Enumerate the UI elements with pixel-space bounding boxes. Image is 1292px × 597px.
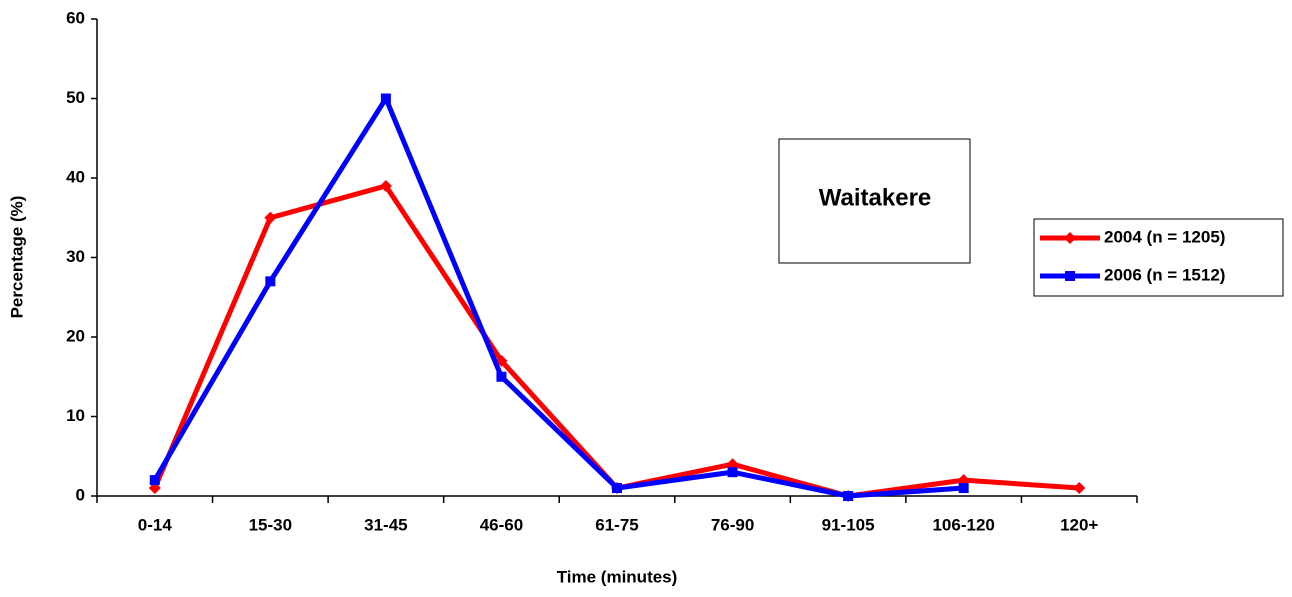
x-tick-label: 31-45 [364,515,407,534]
legend-box [1033,218,1284,297]
y-tick-label: 30 [66,247,85,266]
legend-label: 2004 (n = 1205) [1104,227,1225,246]
point [264,211,277,224]
point [843,491,854,501]
x-tick-label: 46-60 [480,515,523,534]
annotation: Waitakere [819,184,932,211]
x-tick-label: 0-14 [138,515,173,534]
point [727,467,738,478]
y-tick-label: 20 [66,326,85,345]
x-tick-label: 91-105 [822,515,875,534]
y-tick-label: 10 [66,406,85,425]
legend-label: 2006 (n = 1512) [1104,265,1225,284]
y-axis-label: Percentage (%) [7,196,26,319]
x-tick-label: 120+ [1060,515,1098,534]
x-axis-label: Time (minutes) [557,567,678,586]
y-tick-label: 60 [66,8,85,27]
annotation-box [778,138,971,264]
point [265,276,276,287]
point [1073,482,1086,495]
x-tick-label: 15-30 [249,515,292,534]
x-tick-label: 76-90 [711,515,754,534]
point [612,483,622,494]
x-tick-label: 61-75 [595,515,638,534]
y-tick-label: 40 [66,167,85,186]
y-tick-label: 50 [66,88,85,107]
series-line [152,96,964,499]
point [149,475,160,486]
point [496,371,507,382]
point [380,93,391,104]
x-tick-label: 106-120 [932,515,994,534]
legend-marker [1065,271,1075,281]
point [379,179,392,192]
y-tick-label: 0 [76,485,85,504]
point [958,483,969,494]
legend-marker [1064,232,1076,244]
